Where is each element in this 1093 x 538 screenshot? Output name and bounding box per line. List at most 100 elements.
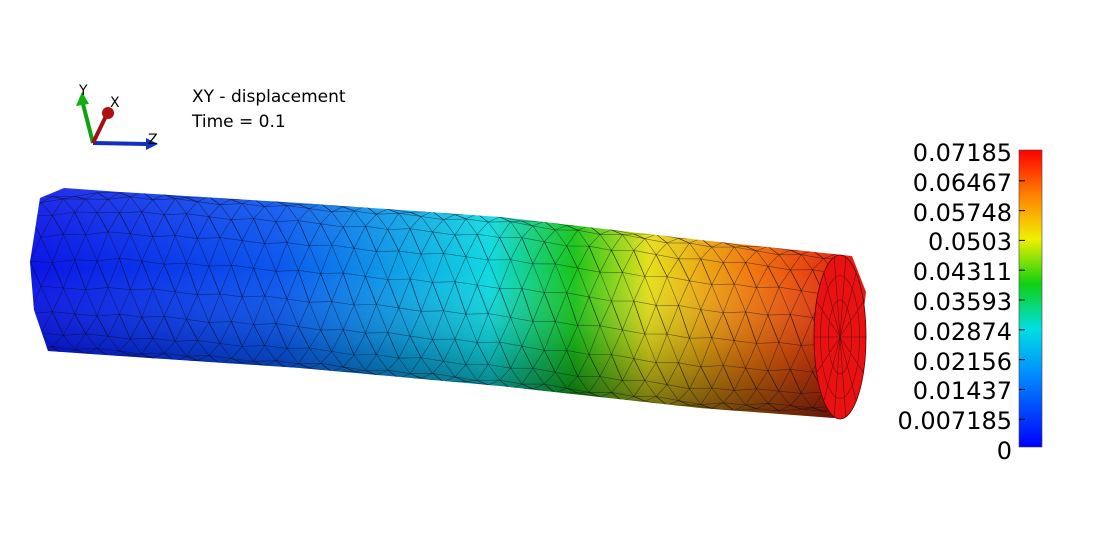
mesh-edge <box>130 288 153 290</box>
mesh-edge <box>320 329 332 352</box>
mesh-edge <box>611 229 634 235</box>
mesh-edge <box>107 192 120 200</box>
mesh-edge <box>655 396 668 406</box>
mesh-edge <box>309 208 321 224</box>
mesh-edge <box>510 346 523 369</box>
mesh-edge <box>264 295 277 324</box>
mesh-edge <box>801 317 813 346</box>
mesh-edge <box>119 257 142 262</box>
mesh-edge <box>398 278 411 309</box>
mesh-edge <box>275 221 288 243</box>
mesh-edge <box>756 250 769 267</box>
mesh-edge <box>40 286 53 312</box>
mesh-edge <box>443 376 456 382</box>
mesh-edge <box>342 304 355 330</box>
mesh-edge <box>197 216 210 239</box>
mesh-edge <box>667 333 690 339</box>
mesh-edge <box>30 347 42 352</box>
mesh-edge <box>622 329 645 335</box>
mesh-edge <box>599 392 612 398</box>
mesh-edge <box>465 342 478 365</box>
mesh-edge <box>197 196 210 202</box>
mesh-edge <box>52 198 64 216</box>
mesh-edge <box>410 335 433 340</box>
mesh-edge <box>264 243 277 272</box>
mesh-edge <box>465 313 489 315</box>
mesh-edge <box>40 332 64 336</box>
mesh-edge <box>208 264 232 267</box>
mesh-edge <box>756 286 779 288</box>
mesh-edge <box>197 340 210 356</box>
mesh-edge <box>711 337 724 366</box>
mesh-edge <box>298 220 321 225</box>
cap-mesh-edge <box>839 272 857 338</box>
mesh-edge <box>387 250 400 280</box>
mesh-edge <box>711 365 724 389</box>
mesh-edge <box>521 288 545 293</box>
mesh-edge <box>577 246 590 269</box>
colorbar <box>1018 149 1043 448</box>
mesh-edge <box>231 296 243 322</box>
mesh-edge <box>242 240 254 269</box>
mesh-edge <box>633 250 657 255</box>
mesh-edge <box>544 383 556 394</box>
mesh-edge <box>152 288 165 317</box>
mesh-edge <box>286 326 299 349</box>
mesh-edge <box>644 276 657 306</box>
mesh-edge <box>756 342 779 344</box>
mesh-edge <box>611 272 623 302</box>
mesh-edge <box>141 338 154 355</box>
mesh-edge <box>801 254 813 270</box>
mesh-edge <box>599 325 623 331</box>
cylinder-model[interactable] <box>30 188 867 420</box>
mesh-edge <box>40 196 53 203</box>
mesh-edge <box>689 404 712 409</box>
mesh-edge <box>63 313 75 336</box>
mesh-edge <box>733 367 746 391</box>
mesh-edge <box>778 342 791 370</box>
mesh-edge <box>599 234 612 251</box>
mesh-edge <box>756 388 779 392</box>
mesh-edge <box>309 347 321 364</box>
mesh-edge <box>767 254 780 267</box>
mesh-edge <box>733 340 746 369</box>
mesh-edge <box>74 234 86 260</box>
mesh-edge <box>298 220 310 246</box>
mesh-edge <box>40 215 53 238</box>
mesh-edge <box>398 213 422 217</box>
mesh-edge <box>275 298 288 324</box>
mesh-edge <box>231 265 243 297</box>
mesh-edge <box>30 260 53 263</box>
mesh-edge <box>801 254 824 259</box>
mesh-edge <box>152 194 165 201</box>
mesh-edge <box>700 387 713 405</box>
mesh-edge <box>264 201 277 207</box>
mesh-edge <box>130 289 143 318</box>
mesh-edge <box>354 304 377 306</box>
mesh-edge <box>700 309 724 313</box>
mesh-edge <box>398 358 411 374</box>
mesh-edge <box>286 242 310 247</box>
mesh-edge <box>443 310 466 315</box>
mesh-edge <box>152 337 176 342</box>
mesh-edge <box>85 192 98 200</box>
mesh-edge <box>432 310 444 340</box>
mesh-edge <box>734 246 757 252</box>
mesh-edge <box>219 265 232 295</box>
mesh-edge <box>119 258 131 290</box>
mesh-edge <box>365 276 388 280</box>
mesh-edge <box>432 253 444 283</box>
mesh-edge <box>655 276 668 306</box>
mesh-edge <box>544 321 556 351</box>
mesh-edge <box>510 288 523 318</box>
mesh-edge <box>231 199 243 204</box>
mesh-edge <box>264 345 288 349</box>
mesh-edge <box>231 240 243 266</box>
mesh-edge <box>286 347 310 349</box>
mesh-edge <box>130 233 153 237</box>
mesh-edge <box>756 403 769 409</box>
x-axis-label: X <box>110 95 120 111</box>
mesh-edge <box>219 358 232 364</box>
mesh-edge <box>443 214 456 220</box>
